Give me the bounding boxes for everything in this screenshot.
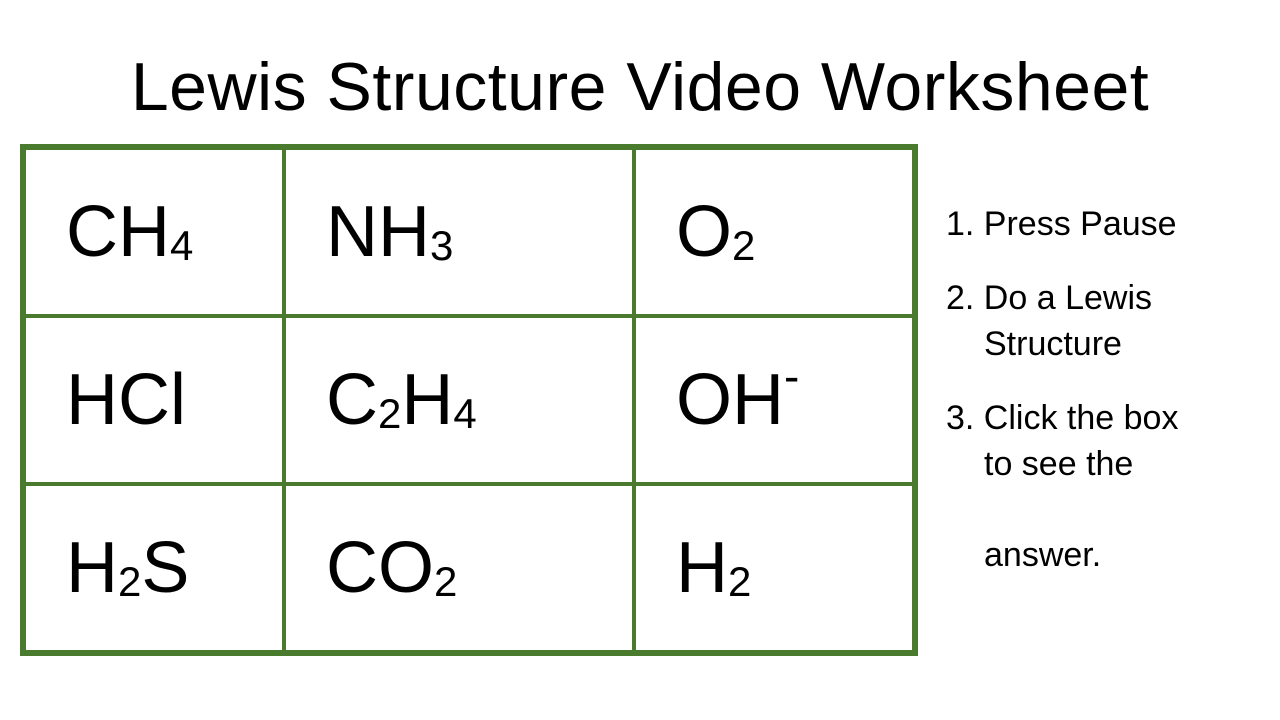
formula-part: H — [676, 532, 728, 604]
formula-grid: CH4NH3O2HClC2H4OH-H2SCO2H2 — [20, 144, 918, 656]
instruction-line: 3. Click the box — [946, 399, 1178, 437]
formula-part: - — [784, 353, 799, 399]
cell-co2[interactable]: CO2 — [284, 484, 634, 652]
instruction-line: 2. Do a Lewis — [946, 279, 1152, 317]
cell-c2h4[interactable]: C2H4 — [284, 316, 634, 484]
instruction-line: answer. — [946, 533, 1178, 579]
cell-o2[interactable]: O2 — [634, 148, 914, 316]
content-row: CH4NH3O2HClC2H4OH-H2SCO2H2 1. Press Paus… — [0, 144, 1280, 656]
instruction-line: to see the — [946, 442, 1178, 488]
formula-part: H — [66, 532, 118, 604]
formula-part: CO — [326, 532, 434, 604]
formula-part: 2 — [728, 561, 751, 603]
formula-part: 2 — [434, 561, 457, 603]
instruction-line: Structure — [946, 322, 1178, 368]
instruction-step-1: 1. Press Pause — [946, 202, 1178, 248]
cell-ch4[interactable]: CH4 — [24, 148, 284, 316]
cell-oh-minus[interactable]: OH- — [634, 316, 914, 484]
formula-part: 4 — [170, 225, 193, 267]
formula-part: NH — [326, 196, 430, 268]
formula-part: CH — [66, 196, 170, 268]
formula-part: S — [141, 532, 189, 604]
formula-part: HCl — [66, 364, 186, 436]
formula-part: C — [326, 364, 378, 436]
cell-h2s[interactable]: H2S — [24, 484, 284, 652]
page-title: Lewis Structure Video Worksheet — [0, 0, 1280, 144]
cell-h2[interactable]: H2 — [634, 484, 914, 652]
formula-part: 2 — [732, 225, 755, 267]
instructions-panel: 1. Press Pause 2. Do a Lewis Structure 3. C… — [946, 144, 1178, 607]
instruction-step-2: 2. Do a Lewis Structure — [946, 276, 1178, 368]
formula-part: 2 — [378, 393, 401, 435]
formula-part: OH — [676, 364, 784, 436]
formula-part: 3 — [430, 225, 453, 267]
instruction-line: 1. Press Pause — [946, 205, 1177, 243]
formula-part: 4 — [453, 393, 476, 435]
formula-part: 2 — [118, 561, 141, 603]
formula-part: O — [676, 196, 732, 268]
cell-hcl[interactable]: HCl — [24, 316, 284, 484]
instruction-step-3: 3. Click the box to see the answer. — [946, 396, 1178, 580]
formula-part: H — [401, 364, 453, 436]
cell-nh3[interactable]: NH3 — [284, 148, 634, 316]
